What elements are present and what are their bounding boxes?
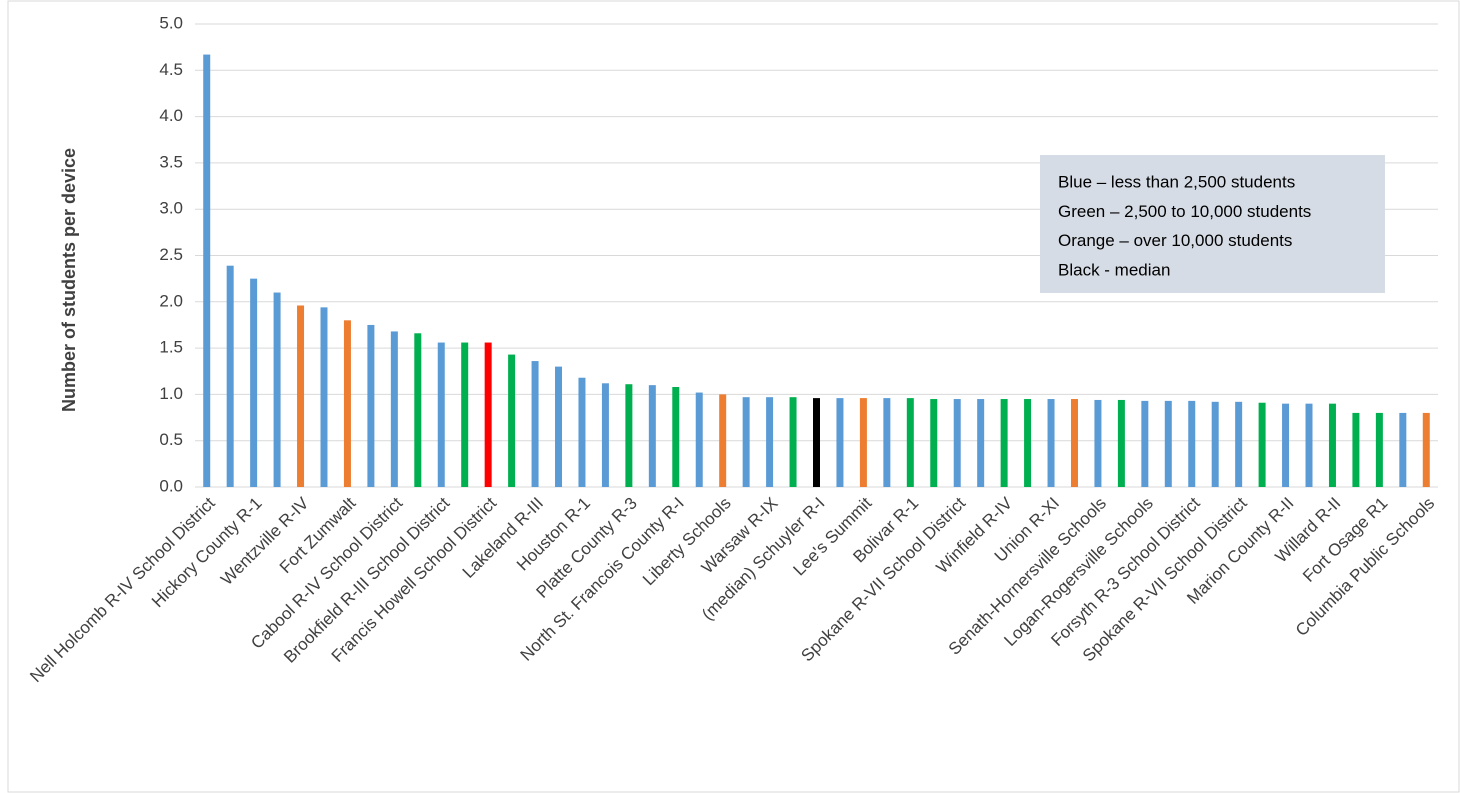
bar [953,399,961,487]
y-tick-label: 5.0 [159,13,183,32]
bar [1024,399,1032,487]
bar [1070,399,1078,487]
bar [297,305,305,487]
bar [1422,412,1430,487]
legend-text: Orange – over 10,000 students [1058,231,1292,250]
bar [1117,399,1125,487]
bar [930,399,938,487]
bar [1305,403,1313,487]
y-tick-label: 4.5 [159,60,183,79]
bar [1141,400,1149,487]
y-tick-label: 1.5 [159,338,183,357]
bar [859,398,867,487]
bar [601,383,609,487]
bar [789,397,797,487]
bar [977,399,985,487]
bar [766,397,774,487]
legend-box [1040,155,1385,293]
legend-text: Blue – less than 2,500 students [1058,172,1295,191]
bar [343,320,351,487]
bar [648,385,656,487]
y-tick-label: 3.5 [159,152,183,171]
bar [578,377,586,487]
bar [1399,412,1407,487]
bar [836,398,844,487]
bar [1188,400,1196,487]
bar [461,342,469,487]
bar [273,292,281,487]
chart-border [7,0,1460,793]
bar [883,398,891,487]
y-tick-label: 1.0 [159,384,183,403]
y-tick-label: 0.0 [159,476,183,495]
y-tick-label: 4.0 [159,106,183,125]
bar [672,386,680,487]
y-tick-label: 3.0 [159,199,183,218]
bar [1328,403,1336,487]
bar [813,398,820,487]
bar [484,342,492,487]
bar [226,265,234,487]
bar [367,324,375,487]
bar [1375,412,1383,487]
bar [1258,402,1266,487]
y-tick-label: 2.5 [159,245,183,264]
y-tick-label: 2.0 [159,291,183,310]
bar [1000,399,1008,487]
bar [625,384,633,487]
bar [1164,400,1172,487]
bar [906,398,914,487]
bar [390,331,398,487]
bar [1352,412,1360,487]
bar [695,392,703,487]
bar [320,307,328,487]
bar [719,394,727,487]
bar [1211,401,1219,487]
bar [437,342,445,487]
legend-text: Black - median [1058,260,1170,279]
bar [555,366,563,487]
bar [742,397,750,487]
y-tick-label: 0.5 [159,430,183,449]
legend-text: Green – 2,500 to 10,000 students [1058,202,1311,221]
y-axis-label: Number of students per device [59,148,79,412]
bar [508,354,516,487]
bar [1094,399,1102,487]
bar [414,333,422,487]
bar [203,54,211,488]
bar [1235,401,1243,487]
bar [1282,403,1290,487]
bar [531,361,539,487]
bar [1047,399,1055,487]
bar [250,278,258,487]
